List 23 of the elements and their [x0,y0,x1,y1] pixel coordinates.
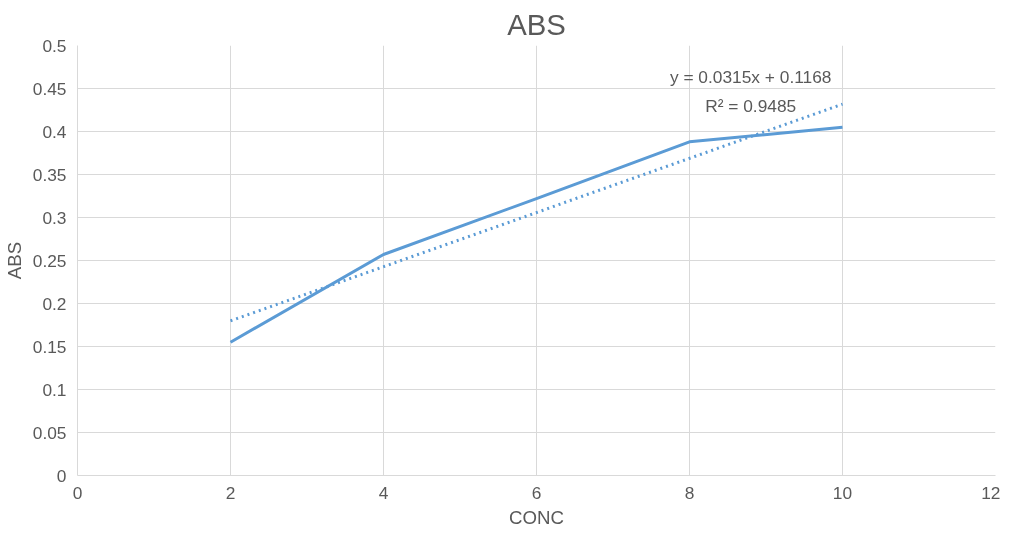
x-tick-label: 4 [378,482,389,503]
y-tick-label: 0.1 [42,379,67,400]
y-tick-label: 0.35 [32,164,67,185]
y-tick-label: 0.3 [42,207,67,228]
x-tick-label: 6 [531,482,542,503]
y-tick-label: 0.5 [42,35,67,56]
y-tick-label: 0 [56,465,67,486]
x-tick-label: 10 [832,482,853,503]
y-tick-label: 0.45 [32,78,67,99]
y-tick-label: 0.4 [42,121,67,142]
annotation: y = 0.0315x + 0.1168 [669,66,832,87]
x-tick-label: 12 [981,482,1001,503]
y-tick-label: 0.05 [32,422,67,443]
x-axis-title: CONC [509,506,564,528]
x-tick-label: 2 [225,482,236,503]
annotation: R² = 0.9485 [705,96,797,117]
y-tick-label: 0.25 [32,250,67,271]
y-tick-label: 0.15 [32,336,67,357]
x-tick-label: 8 [684,482,695,503]
x-tick-label: 0 [72,482,83,503]
y-tick-label: 0.2 [42,293,67,314]
chart-title: ABS [507,7,566,41]
y-axis-title: ABS [3,241,25,280]
